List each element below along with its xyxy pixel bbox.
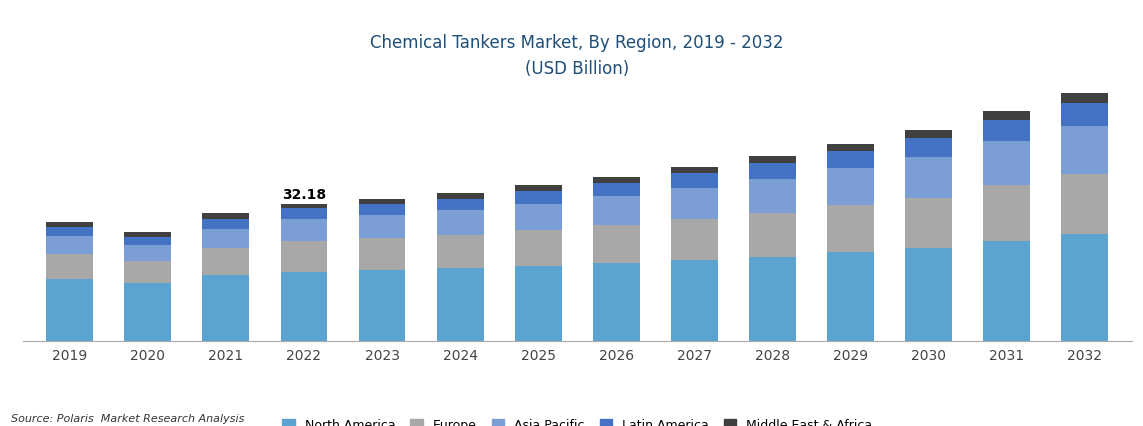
Bar [46, 279, 93, 341]
Bar [202, 229, 249, 248]
Bar [1062, 103, 1109, 126]
Bar [828, 168, 874, 205]
Title: Chemical Tankers Market, By Region, 2019 - 2032
(USD Billion): Chemical Tankers Market, By Region, 2019… [370, 34, 784, 78]
Bar [1062, 234, 1109, 341]
Bar [983, 141, 1030, 185]
Bar [280, 208, 327, 219]
Bar [1062, 126, 1109, 174]
Bar [280, 241, 327, 272]
Bar [514, 266, 561, 341]
Bar [749, 156, 796, 163]
Bar [359, 215, 406, 238]
Bar [593, 225, 640, 263]
Bar [514, 204, 561, 230]
Bar [437, 193, 483, 199]
Bar [514, 230, 561, 266]
Bar [202, 219, 249, 229]
Bar [828, 151, 874, 168]
Bar [983, 241, 1030, 341]
Bar [905, 138, 952, 157]
Bar [1062, 174, 1109, 234]
Bar [125, 283, 171, 341]
Bar [593, 263, 640, 341]
Bar [671, 188, 718, 219]
Bar [983, 185, 1030, 241]
Bar [359, 270, 406, 341]
Bar [749, 179, 796, 213]
Bar [202, 275, 249, 341]
Bar [359, 238, 406, 270]
Bar [46, 227, 93, 236]
Bar [671, 219, 718, 260]
Legend: North America, Europe, Asia Pacific, Latin America, Middle East & Africa: North America, Europe, Asia Pacific, Lat… [282, 419, 872, 426]
Bar [46, 222, 93, 227]
Bar [202, 213, 249, 219]
Bar [359, 204, 406, 215]
Bar [437, 210, 483, 235]
Text: 32.18: 32.18 [282, 187, 326, 201]
Bar [828, 252, 874, 341]
Bar [280, 272, 327, 341]
Bar [280, 219, 327, 241]
Bar [46, 254, 93, 279]
Bar [828, 144, 874, 151]
Bar [1062, 93, 1109, 103]
Bar [46, 236, 93, 254]
Bar [514, 191, 561, 204]
Bar [671, 167, 718, 173]
Bar [125, 237, 171, 245]
Bar [905, 248, 952, 341]
Bar [828, 205, 874, 252]
Bar [125, 261, 171, 283]
Bar [437, 199, 483, 210]
Bar [125, 245, 171, 261]
Bar [593, 196, 640, 225]
Bar [749, 213, 796, 257]
Bar [905, 157, 952, 198]
Bar [593, 177, 640, 183]
Bar [905, 130, 952, 138]
Bar [593, 183, 640, 196]
Bar [671, 173, 718, 188]
Text: Source: Polaris  Market Research Analysis: Source: Polaris Market Research Analysis [11, 414, 245, 424]
Bar [280, 204, 327, 208]
Bar [749, 163, 796, 179]
Bar [905, 198, 952, 248]
Bar [437, 235, 483, 268]
Bar [437, 268, 483, 341]
Bar [749, 257, 796, 341]
Bar [514, 185, 561, 191]
Bar [983, 111, 1030, 120]
Bar [202, 248, 249, 275]
Bar [359, 199, 406, 204]
Bar [125, 232, 171, 237]
Bar [983, 120, 1030, 141]
Bar [671, 260, 718, 341]
